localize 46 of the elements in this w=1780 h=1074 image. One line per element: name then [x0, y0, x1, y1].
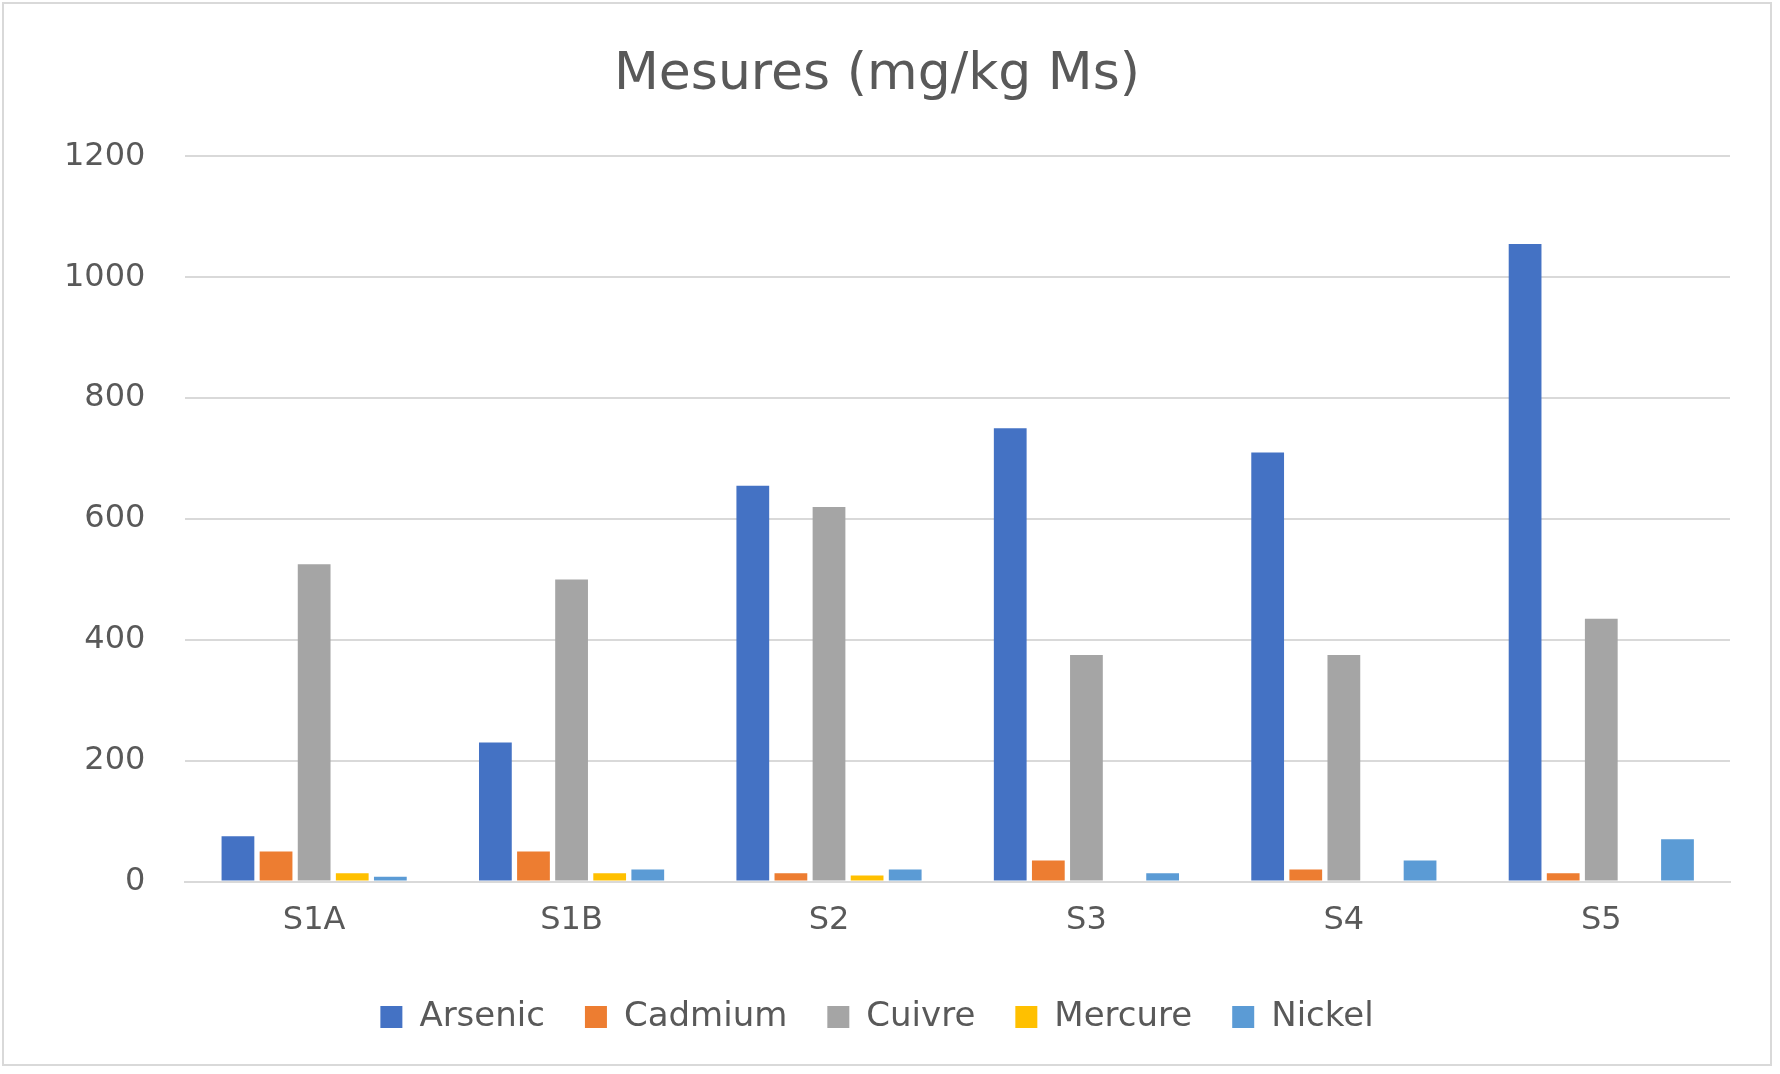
bar — [736, 485, 770, 881]
bar — [517, 851, 550, 881]
bar — [1403, 860, 1437, 881]
bar — [1289, 869, 1323, 881]
bar — [1661, 839, 1694, 881]
x-tick-label: S4 — [1323, 899, 1365, 938]
x-tick-label: S2 — [808, 899, 850, 938]
legend-label: Arsenic — [419, 993, 545, 1034]
legend-label: Cuivre — [866, 993, 976, 1034]
bar — [812, 506, 846, 881]
x-tick-label: S3 — [1066, 899, 1107, 938]
y-tick-label: 800 — [84, 376, 146, 415]
y-tick-label: 1200 — [64, 134, 146, 173]
y-tick-label: 0 — [125, 859, 146, 898]
bar — [1146, 873, 1180, 881]
x-tick-label: S5 — [1580, 899, 1622, 938]
bar — [259, 851, 293, 881]
legend-label: Nickel — [1271, 993, 1374, 1034]
bar — [335, 873, 369, 881]
bar — [1508, 244, 1542, 881]
bar — [888, 869, 922, 881]
bar — [479, 742, 512, 881]
y-tick-label: 1000 — [64, 255, 146, 294]
x-tick-label: S1B — [540, 899, 603, 938]
x-tick-label: S1A — [282, 899, 346, 938]
legend-label: Cadmium — [623, 993, 788, 1034]
y-tick-label: 400 — [84, 618, 146, 657]
bar — [993, 428, 1027, 881]
bar — [1546, 873, 1580, 881]
legend-label: Mercure — [1054, 993, 1193, 1034]
bar — [593, 873, 627, 881]
bar — [1251, 452, 1285, 881]
bar — [1031, 860, 1065, 881]
bar — [373, 876, 407, 881]
bar — [221, 836, 255, 881]
y-tick-label: 200 — [84, 739, 146, 778]
y-tick-label: 600 — [84, 497, 146, 536]
bar — [1584, 618, 1618, 881]
bar — [631, 869, 665, 881]
bar — [297, 564, 331, 881]
bar — [555, 579, 588, 881]
bar — [850, 875, 884, 881]
bar — [1327, 654, 1361, 881]
chart-title: Mesures (mg/kg Ms) — [613, 40, 1141, 101]
bar — [774, 873, 808, 881]
bar — [1070, 654, 1103, 881]
